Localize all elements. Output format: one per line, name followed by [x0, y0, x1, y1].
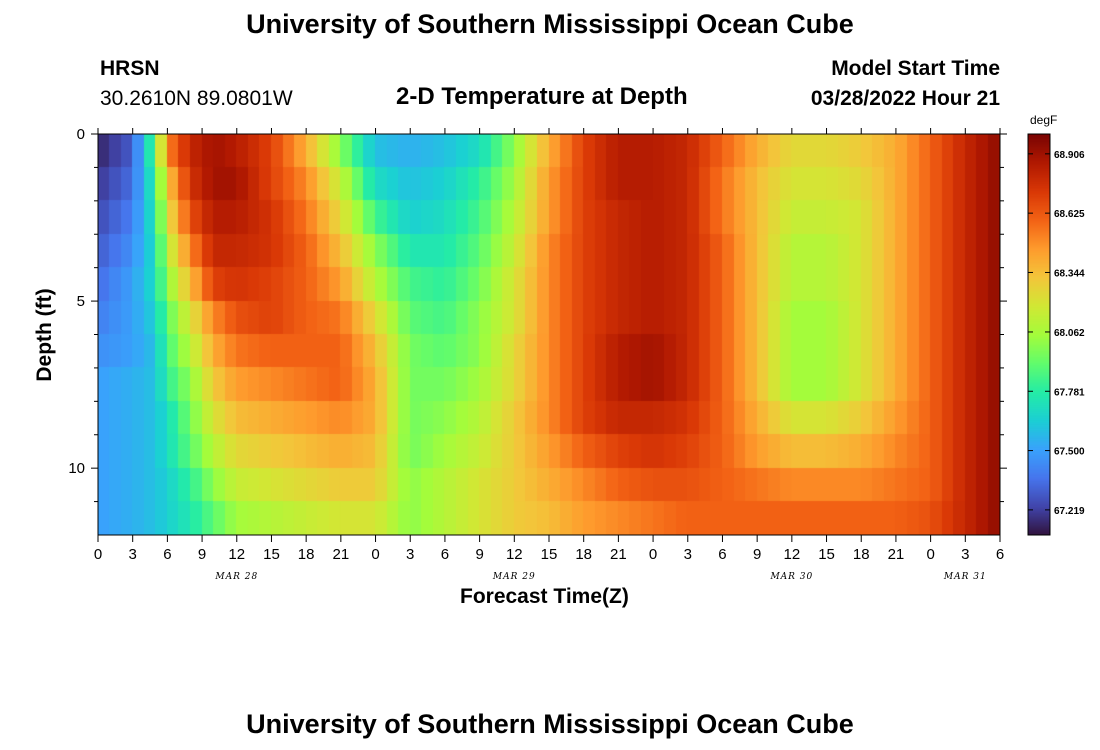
x-tick-label: 9	[198, 546, 206, 563]
chart-subtitle: 2-D Temperature at Depth	[396, 83, 688, 110]
x-tick-label: 0	[371, 546, 379, 563]
colorbar-tick-label: 68.344	[1054, 268, 1085, 279]
y-tick-label: 5	[77, 293, 85, 310]
x-tick-label: 3	[406, 546, 414, 563]
colorbar-frame	[1027, 133, 1051, 536]
x-tick-label: 18	[853, 546, 870, 563]
y-tick-label: 0	[77, 126, 85, 143]
colorbar-tick-label: 68.625	[1054, 209, 1085, 220]
x-tick-label: 21	[610, 546, 627, 563]
x-tick-label: 0	[926, 546, 934, 563]
x-tick-label: 18	[575, 546, 592, 563]
day-label: MAR 31	[943, 572, 987, 582]
colorbar-tick-label: 67.781	[1054, 387, 1085, 398]
x-tick-label: 15	[818, 546, 835, 563]
colorbar-tick-label: 68.062	[1054, 328, 1085, 339]
x-axis-label: Forecast Time(Z)	[460, 585, 629, 608]
x-tick-label: 15	[541, 546, 558, 563]
x-tick-label: 6	[163, 546, 171, 563]
y-tick-label: 10	[68, 460, 85, 477]
colorbar-tick-label: 68.906	[1054, 150, 1085, 161]
colorbar-gradient	[1028, 134, 1050, 535]
day-label: MAR 29	[492, 572, 536, 582]
page-title: University of Southern Mississippi Ocean…	[246, 9, 854, 39]
x-tick-label: 0	[649, 546, 657, 563]
x-tick-label: 15	[263, 546, 280, 563]
colorbar-tick-label: 67.219	[1054, 506, 1085, 517]
x-tick-label: 3	[684, 546, 692, 563]
station-coordinates: 30.2610N 89.0801W	[100, 87, 293, 110]
x-tick-label: 6	[996, 546, 1004, 563]
x-tick-label: 12	[784, 546, 801, 563]
x-tick-label: 6	[718, 546, 726, 563]
y-axis-label: Depth (ft)	[33, 288, 56, 382]
model-start-time: 03/28/2022 Hour 21	[810, 87, 1000, 110]
station-id: HRSN	[100, 57, 160, 80]
footer-title: University of Southern Mississippi Ocean…	[246, 709, 854, 739]
colorbar-tick-label: 67.500	[1054, 447, 1085, 458]
x-tick-label: 3	[129, 546, 137, 563]
x-tick-label: 9	[753, 546, 761, 563]
x-tick-label: 12	[506, 546, 523, 563]
model-start-label: Model Start Time	[831, 57, 1000, 80]
plot-frame	[97, 133, 1001, 536]
colorbar-unit: degF	[1030, 113, 1058, 127]
x-tick-label: 0	[94, 546, 102, 563]
x-tick-label: 12	[228, 546, 245, 563]
x-tick-label: 3	[961, 546, 969, 563]
x-tick-label: 21	[888, 546, 905, 563]
day-label: MAR 30	[769, 572, 813, 582]
x-tick-label: 21	[333, 546, 350, 563]
temperature-heatmap	[98, 134, 1000, 535]
x-tick-label: 18	[298, 546, 315, 563]
x-tick-label: 6	[441, 546, 449, 563]
day-label: MAR 28	[214, 572, 258, 582]
x-tick-label: 9	[475, 546, 483, 563]
